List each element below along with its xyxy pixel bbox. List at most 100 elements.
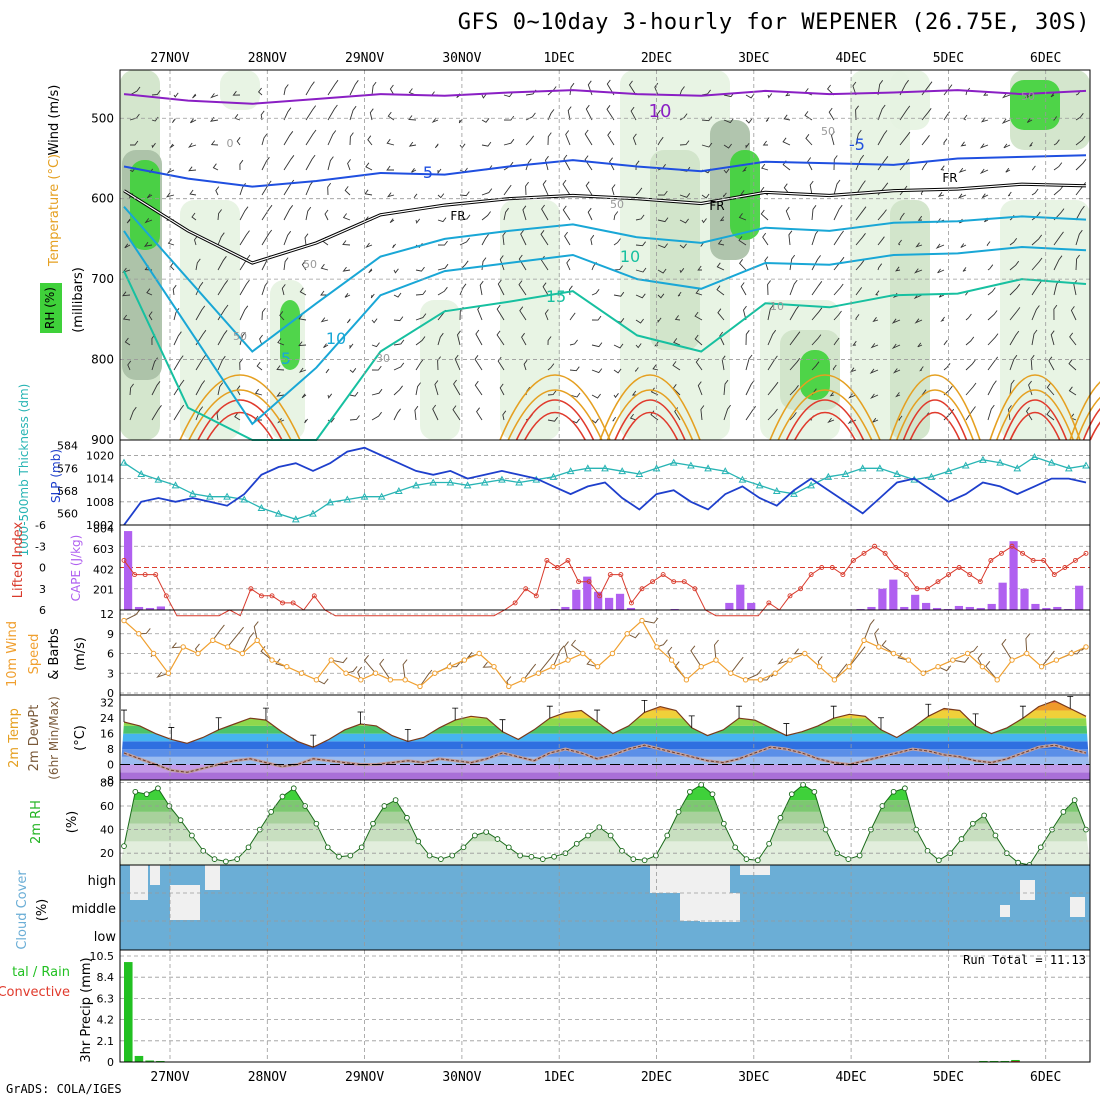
slp-tick-label: 1002	[86, 519, 114, 532]
wind-barb	[459, 191, 470, 197]
temp2m-tick-label: 16	[100, 728, 114, 741]
wind-barb	[657, 268, 667, 274]
wind-barb	[474, 380, 483, 396]
temp-band	[120, 718, 1090, 726]
wind-speed-point	[269, 657, 275, 663]
lifted-index-point	[766, 600, 772, 606]
rh2m-point	[211, 856, 218, 862]
lifted-index-point	[1051, 572, 1057, 578]
rh2m-point	[223, 858, 229, 865]
lifted-index-point	[692, 586, 698, 592]
wind-barb	[963, 114, 968, 121]
cape-bar	[583, 576, 592, 610]
thickness-point	[721, 467, 730, 475]
rh2m-point	[800, 781, 806, 788]
wind-barb	[811, 334, 822, 346]
wind-barb	[657, 293, 665, 299]
wind-barb	[1029, 142, 1033, 147]
wind-barb	[387, 111, 395, 121]
thickness-point	[583, 464, 592, 472]
rh2m-point	[619, 847, 625, 854]
wind-barb	[898, 415, 903, 421]
thickness-point	[429, 478, 438, 486]
temp-minmax-bar	[830, 705, 837, 719]
lifted-index-point	[893, 565, 899, 570]
clear-sky-patch	[150, 865, 160, 885]
cape-bar	[878, 588, 887, 610]
wind-barb	[452, 405, 461, 421]
wind-barb	[502, 231, 507, 246]
lifted-index-point	[946, 572, 952, 578]
wind-barb	[767, 329, 777, 346]
wind-tick-label: 9	[107, 628, 114, 641]
rh2m-point	[709, 791, 716, 798]
temp-contour-warm	[606, 389, 694, 441]
wind-barb	[695, 357, 703, 371]
thickness-point	[343, 495, 352, 503]
cape-bar	[615, 593, 625, 610]
wind-barb	[122, 314, 131, 321]
wind-speed-point	[683, 677, 690, 683]
thickness-point	[498, 475, 506, 483]
temp-minmax-bar	[310, 734, 317, 748]
thickness-point	[807, 481, 815, 489]
wind-barb-10m	[1041, 650, 1055, 668]
wind-speed-point	[728, 670, 734, 676]
wind-barb	[811, 281, 823, 296]
wind-barb	[143, 241, 153, 247]
lifted-index-point	[924, 586, 930, 592]
temp2m-tick-label: 32	[100, 697, 114, 710]
thickness-point	[309, 509, 317, 517]
wind-barb	[833, 283, 844, 296]
wind-barb	[411, 168, 417, 173]
wind-barb	[476, 407, 483, 421]
temp-band	[120, 702, 1090, 711]
wind-barb-10m	[985, 660, 998, 681]
rh2m-point	[607, 832, 614, 839]
wind-barb	[635, 160, 640, 171]
day-label-bottom: 5DEC	[933, 1070, 964, 1085]
cape-bar	[889, 579, 898, 610]
temp-contour-warm	[785, 399, 865, 441]
wind-barb	[195, 305, 206, 321]
wind-barb	[899, 105, 911, 121]
temp-minmax-bar	[972, 713, 979, 726]
temp2m-axis-label-1: 2m Temp	[7, 708, 22, 768]
wind-barb	[1007, 191, 1012, 197]
wind-barb	[261, 133, 268, 146]
wind-barb	[891, 343, 901, 350]
contour-label: 50	[610, 198, 624, 211]
lifted-index-point	[142, 572, 148, 578]
wind-barb	[590, 234, 595, 246]
rh2m-tick-label: 60	[100, 800, 114, 813]
wind-speed-point	[1009, 657, 1015, 663]
wind-barb	[126, 218, 131, 224]
wind-barb-10m	[881, 640, 894, 654]
freezing-level-inner	[123, 183, 1087, 264]
wind-barb	[525, 158, 532, 171]
rh2m-point	[438, 856, 444, 862]
contour-label: 10	[326, 329, 346, 348]
wind-barb-10m	[357, 666, 363, 680]
thickness-point	[446, 478, 455, 486]
wind-barb	[283, 155, 295, 171]
wind-barb	[547, 363, 555, 371]
wind-barb	[437, 240, 448, 246]
wind-barb	[832, 364, 837, 371]
slp-axis-label: SLP (mb)	[49, 449, 63, 503]
wind-barb-10m	[777, 658, 791, 665]
day-label-top: 1DEC	[544, 51, 575, 66]
rh2m-point	[347, 852, 354, 859]
wind-barb	[569, 392, 581, 398]
wind-barb	[283, 107, 292, 121]
rh2m-point	[415, 838, 422, 845]
wind-barb	[745, 118, 753, 124]
temperature-axis-label: Temperature (°C)	[47, 154, 62, 267]
wind-barb	[591, 368, 603, 374]
wind-barb-10m	[241, 632, 255, 654]
wind-barb	[173, 355, 184, 371]
rh2m-point	[766, 840, 772, 847]
wind-barb	[965, 87, 971, 96]
wind-barb	[437, 356, 441, 371]
wind-barb	[257, 87, 263, 96]
